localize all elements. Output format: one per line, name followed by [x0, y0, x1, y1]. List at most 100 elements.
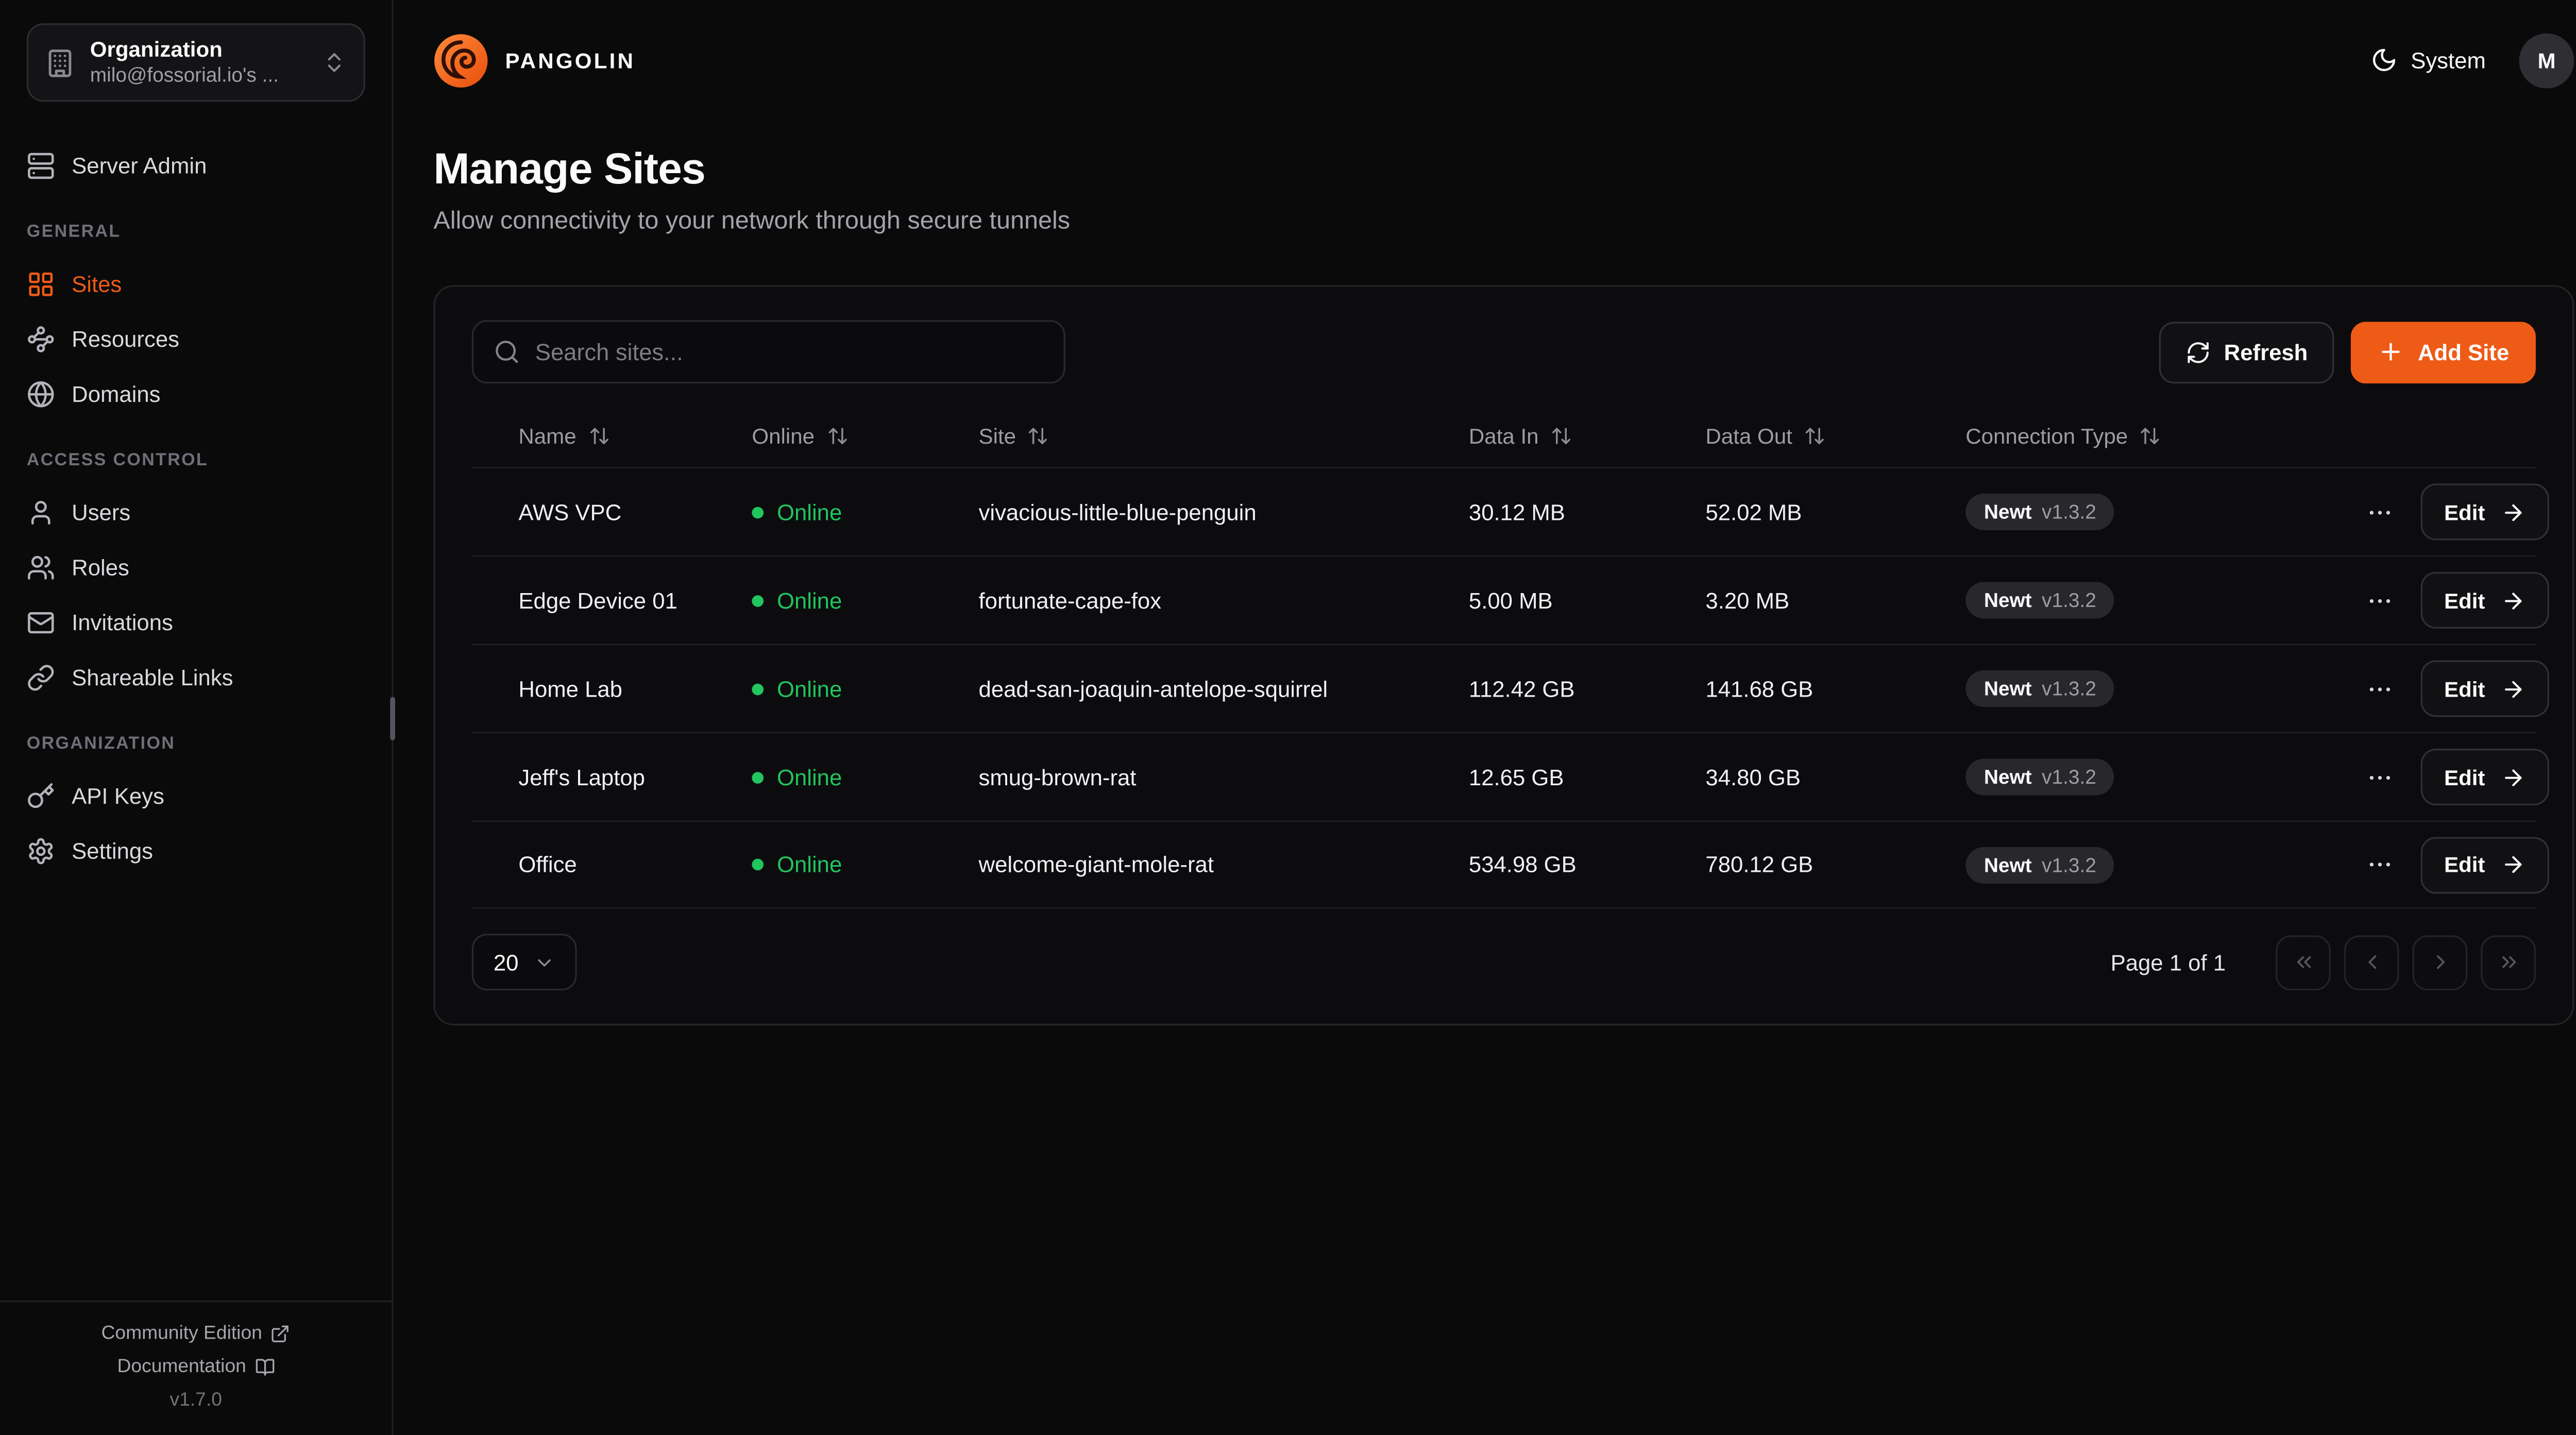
- site-connection-type: Newt v1.3.2: [1965, 758, 2362, 796]
- column-label: Name: [518, 423, 577, 448]
- chevrons-up-down-icon: [322, 50, 347, 75]
- site-data-in: 5.00 MB: [1468, 587, 1553, 613]
- connection-name: Newt: [1984, 677, 2032, 701]
- sites-icon: [27, 271, 55, 299]
- page-size-select[interactable]: 20: [471, 934, 577, 991]
- connection-version: v1.3.2: [2042, 677, 2096, 701]
- resources-icon: [27, 326, 55, 354]
- page-size-value: 20: [493, 949, 519, 975]
- sidebar-item-domains[interactable]: Domains: [27, 367, 365, 423]
- edit-label: Edit: [2444, 852, 2485, 877]
- site-status: Online: [752, 676, 978, 701]
- add-site-button[interactable]: Add Site: [2351, 320, 2536, 383]
- sidebar-resize-handle[interactable]: [390, 697, 395, 740]
- edit-button[interactable]: Edit: [2420, 748, 2549, 805]
- site-slug: vivacious-little-blue-penguin: [978, 499, 1257, 525]
- sidebar-item-roles[interactable]: Roles: [27, 541, 365, 596]
- sidebar-item-server-admin[interactable]: Server Admin: [27, 139, 365, 194]
- connection-version: v1.3.2: [2042, 500, 2096, 524]
- arrow-right-icon: [2500, 499, 2526, 525]
- row-menu-button[interactable]: [2362, 848, 2396, 882]
- site-name: Jeff's Laptop: [518, 764, 645, 790]
- user-avatar[interactable]: M: [2519, 32, 2574, 88]
- edit-button[interactable]: Edit: [2420, 571, 2549, 629]
- site-data-in: 30.12 MB: [1468, 499, 1565, 525]
- page-title: Manage Sites: [433, 143, 706, 194]
- theme-toggle[interactable]: System: [2371, 47, 2486, 74]
- sidebar-section-label: ORGANIZATION: [26, 734, 176, 754]
- org-picker-label: Organization: [90, 37, 223, 62]
- external-link-icon: [270, 1323, 291, 1343]
- online-label: Online: [776, 499, 842, 525]
- sites-toolbar: Refresh Add Site: [435, 320, 2573, 384]
- site-row: Office Online welcome-giant-mole-rat 534.98…: [471, 820, 2549, 909]
- sidebar-item-label: Sites: [72, 272, 122, 297]
- first-page-button[interactable]: [2276, 934, 2331, 990]
- site-name: Office: [518, 852, 577, 877]
- column-header-data-out[interactable]: Data Out: [1705, 423, 1825, 448]
- row-menu-button[interactable]: [2362, 584, 2396, 617]
- edit-label: Edit: [2444, 587, 2485, 613]
- sidebar-footer: Community Edition Documentation v1.7.0: [0, 1299, 392, 1434]
- org-switcher[interactable]: Organization milo@fossorial.io's ...: [26, 23, 365, 103]
- ellipsis-icon: [2365, 850, 2393, 879]
- community-edition-link[interactable]: Community Edition: [101, 1323, 291, 1343]
- site-data-out: 52.02 MB: [1705, 499, 1802, 525]
- connection-version: v1.3.2: [2042, 765, 2096, 789]
- site-data-in: 112.42 GB: [1468, 676, 1575, 701]
- sidebar-item-api-keys[interactable]: API Keys: [27, 769, 365, 824]
- sites-table-body: AWS VPC Online vivacious-little-blue-pengu…: [471, 467, 2549, 909]
- last-page-button[interactable]: [2481, 934, 2536, 990]
- row-menu-button[interactable]: [2362, 495, 2396, 529]
- search-icon: [494, 339, 520, 365]
- page-head: Manage Sites Allow connectivity to your …: [433, 143, 2574, 235]
- main-content: PANGOLIN System M Manage Sites Allow con…: [394, 0, 2576, 1435]
- connection-version: v1.3.2: [2042, 853, 2096, 876]
- brand: PANGOLIN: [433, 32, 635, 88]
- add-site-label: Add Site: [2417, 339, 2510, 365]
- sidebar-section-label: GENERAL: [26, 222, 121, 243]
- sidebar-item-sites[interactable]: Sites: [27, 257, 365, 312]
- next-page-button[interactable]: [2412, 934, 2468, 990]
- column-header-site[interactable]: Site: [979, 423, 1049, 448]
- sidebar-item-resources[interactable]: Resources: [27, 312, 365, 367]
- column-header-connection-type[interactable]: Connection Type: [1965, 423, 2161, 448]
- ellipsis-icon: [2365, 586, 2393, 614]
- site-row: AWS VPC Online vivacious-little-blue-pengu…: [471, 467, 2549, 555]
- edit-button[interactable]: Edit: [2420, 836, 2549, 893]
- site-name: Home Lab: [518, 676, 622, 701]
- connection-type-badge: Newt v1.3.2: [1965, 670, 2115, 707]
- toolbar-actions: Refresh Add Site: [2159, 320, 2536, 383]
- sites-card: Refresh Add Site Name Online Site Data In Da…: [433, 285, 2574, 1026]
- sort-icon: [826, 425, 848, 446]
- column-header-name[interactable]: Name: [472, 423, 610, 448]
- sidebar-nav-sections: GENERAL Sites Resources Domains ACCESS CONTR…: [27, 222, 365, 879]
- column-label: Data Out: [1705, 423, 1792, 448]
- sidebar-item-settings[interactable]: Settings: [27, 824, 365, 879]
- server-admin-icon: [27, 152, 55, 180]
- search-sites-input[interactable]: [535, 338, 1044, 365]
- refresh-label: Refresh: [2224, 339, 2308, 365]
- refresh-button[interactable]: Refresh: [2159, 320, 2335, 383]
- documentation-link[interactable]: Documentation: [117, 1356, 275, 1376]
- row-menu-button[interactable]: [2362, 672, 2396, 705]
- site-slug: smug-brown-rat: [978, 764, 1137, 790]
- sidebar-item-shareable-links[interactable]: Shareable Links: [27, 651, 365, 706]
- pager: Page 1 of 1: [2111, 934, 2536, 990]
- column-header-data-in[interactable]: Data In: [1469, 423, 1572, 448]
- sidebar-item-invitations[interactable]: Invitations: [27, 596, 365, 651]
- org-switcher-texts: Organization milo@fossorial.io's ...: [90, 37, 307, 89]
- site-status: Online: [752, 499, 978, 525]
- online-label: Online: [776, 676, 842, 701]
- row-menu-button[interactable]: [2362, 761, 2396, 794]
- column-header-online[interactable]: Online: [752, 423, 848, 448]
- online-dot-icon: [752, 771, 764, 783]
- connection-name: Newt: [1984, 500, 2032, 524]
- edit-button[interactable]: Edit: [2420, 483, 2549, 541]
- sidebar-item-users[interactable]: Users: [27, 485, 365, 541]
- edit-button[interactable]: Edit: [2420, 660, 2549, 717]
- sort-icon: [2140, 425, 2161, 446]
- previous-page-button[interactable]: [2344, 934, 2399, 990]
- sidebar-item-label: Server Admin: [72, 154, 207, 179]
- edit-label: Edit: [2444, 499, 2485, 525]
